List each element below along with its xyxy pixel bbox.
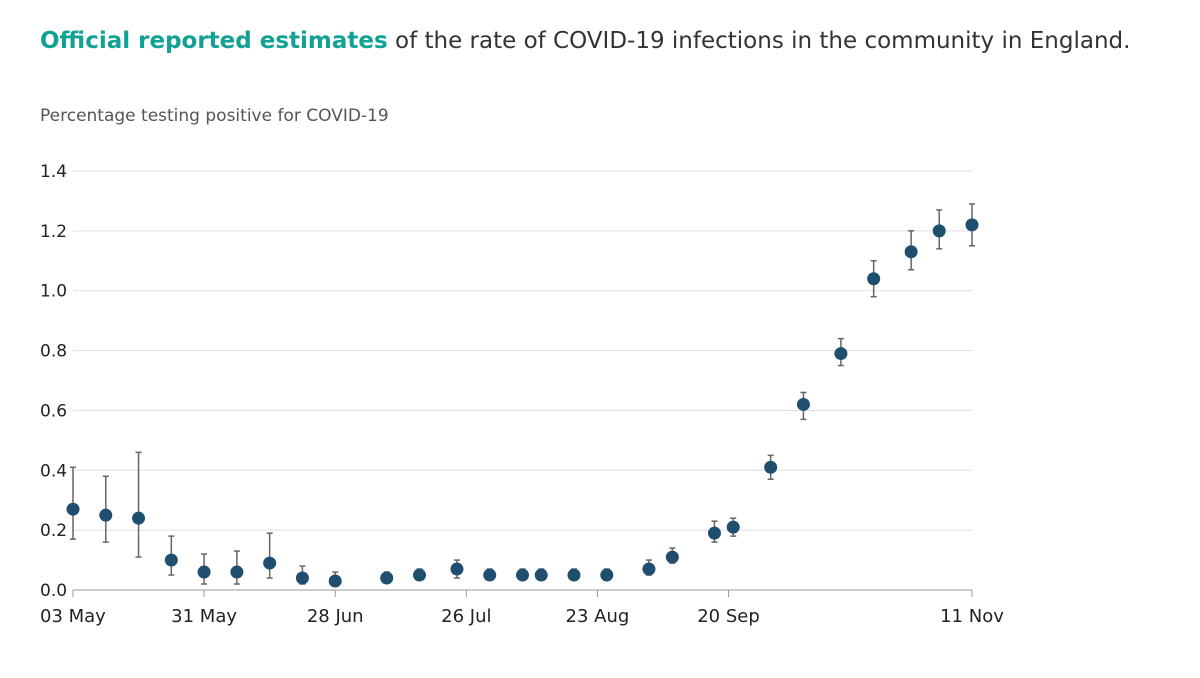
data-point [450, 562, 464, 576]
data-point [230, 565, 244, 579]
data-point [132, 511, 146, 525]
x-tick-label: 11 Nov [940, 606, 1004, 627]
x-tick-label: 26 Jul [441, 606, 491, 627]
title-rest: of the rate of COVID-19 infections in th… [387, 28, 1131, 54]
data-point [642, 562, 656, 576]
grid-lines [73, 170, 972, 531]
data-point [796, 397, 810, 411]
data-point [164, 553, 178, 567]
y-tick-label: 0.2 [40, 521, 67, 541]
x-tick-label: 23 Aug [566, 606, 630, 627]
x-axis: 03 May 31 May 28 Jun 26 Jul 23 Aug 20 Sep 11 N… [40, 589, 1004, 627]
data-point [567, 568, 581, 582]
data-point [965, 218, 979, 232]
data-point [328, 574, 342, 588]
x-tick-label: 31 May [171, 606, 237, 627]
data-point [764, 460, 778, 474]
data-points [66, 218, 979, 588]
data-point [834, 347, 848, 361]
data-point [932, 224, 946, 238]
data-point [665, 550, 679, 564]
data-point [197, 565, 211, 579]
x-tick-label: 28 Jun [307, 606, 364, 627]
y-tick-label: 0.6 [40, 401, 67, 421]
y-tick-label: 1.4 [40, 162, 67, 182]
y-tick-label: 0.4 [40, 461, 67, 481]
x-tick-label: 03 May [40, 606, 106, 627]
title-highlight: Official reported estimates [40, 28, 388, 54]
data-point [483, 568, 497, 582]
data-point [707, 526, 721, 540]
y-tick-label: 0.0 [40, 581, 67, 601]
y-tick-label: 1.2 [40, 222, 67, 242]
y-tick-label: 0.8 [40, 342, 67, 362]
data-point [534, 568, 548, 582]
data-point [380, 571, 394, 585]
data-point [99, 508, 113, 522]
data-point [295, 571, 309, 585]
y-tick-labels: 0.0 0.2 0.4 0.6 0.8 1.0 1.2 1.4 [40, 162, 67, 601]
data-point [600, 568, 614, 582]
data-point [263, 556, 277, 570]
data-point [66, 502, 80, 516]
y-tick-label: 1.0 [40, 282, 67, 302]
data-point [867, 272, 881, 286]
data-point [904, 245, 918, 259]
data-point [412, 568, 426, 582]
data-point [726, 520, 740, 534]
data-point [516, 568, 529, 582]
x-tick-label: 20 Sep [697, 606, 760, 627]
chart-title: Official reported estimates of the rate … [40, 28, 1130, 54]
y-axis-label: Percentage testing positive for COVID-19 [40, 106, 389, 126]
error-bars [70, 203, 975, 585]
